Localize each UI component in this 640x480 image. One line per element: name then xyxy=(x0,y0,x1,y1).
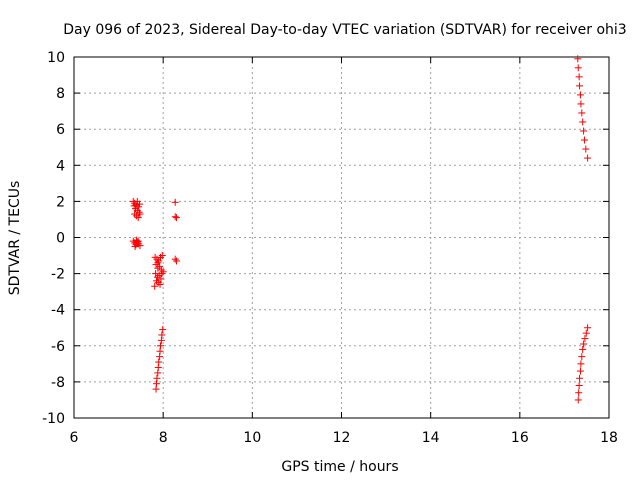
y-tick-label: -6 xyxy=(51,339,65,355)
data-point xyxy=(152,270,160,278)
data-point xyxy=(584,324,592,332)
data-point xyxy=(132,236,140,244)
y-tick-label: -8 xyxy=(51,375,65,391)
data-point xyxy=(156,262,164,270)
data-point xyxy=(580,340,588,348)
y-tick-label: 6 xyxy=(56,122,65,138)
data-point xyxy=(580,136,588,144)
data-point xyxy=(154,259,162,267)
data-point xyxy=(582,145,590,153)
data-point xyxy=(171,213,179,221)
data-point xyxy=(133,206,141,214)
data-point xyxy=(577,360,585,368)
data-point xyxy=(152,277,160,285)
data-point xyxy=(151,282,159,290)
data-point xyxy=(136,242,144,250)
x-tick-label: 16 xyxy=(511,430,529,446)
y-tick-label: 0 xyxy=(56,231,65,247)
data-point xyxy=(130,202,138,210)
grid-lines xyxy=(74,57,609,418)
data-point xyxy=(156,280,164,288)
data-point xyxy=(171,255,179,263)
data-point xyxy=(574,55,582,63)
data-point xyxy=(581,335,589,343)
data-point xyxy=(574,396,582,404)
data-point xyxy=(135,208,143,216)
data-point xyxy=(171,198,179,206)
x-tick-label: 18 xyxy=(600,430,618,446)
y-tick-label: -2 xyxy=(51,267,65,283)
data-point xyxy=(134,214,142,222)
x-tick-label: 12 xyxy=(333,430,351,446)
data-point xyxy=(153,255,161,263)
x-tick-label: 10 xyxy=(243,430,261,446)
data-point xyxy=(578,109,586,117)
data-point xyxy=(575,382,583,390)
data-point xyxy=(158,270,166,278)
x-tick-label: 14 xyxy=(422,430,440,446)
data-point xyxy=(158,252,166,260)
data-point xyxy=(580,127,588,135)
data-point xyxy=(136,200,144,208)
data-point xyxy=(173,257,181,265)
data-point xyxy=(157,336,165,344)
data-point xyxy=(136,210,144,218)
data-point xyxy=(584,154,592,162)
data-point xyxy=(576,367,584,375)
data-point xyxy=(582,329,590,337)
x-tick-label: 6 xyxy=(70,430,79,446)
data-point xyxy=(152,385,160,393)
data-point xyxy=(577,100,585,108)
data-point xyxy=(156,353,164,361)
data-point xyxy=(132,212,140,220)
data-point xyxy=(155,257,163,265)
y-tick-label: 4 xyxy=(56,158,65,174)
y-tick-label: 2 xyxy=(56,194,65,210)
tick-labels: 6 8 10 12 14 16 18 -10 -8 -6 -4 -2 0 2 4 6 8 10 xyxy=(42,50,618,446)
axes xyxy=(73,56,610,419)
data-point xyxy=(156,253,164,261)
data-point xyxy=(154,369,162,377)
chart-title: Day 096 of 2023, Sidereal Day-to-day VTE… xyxy=(63,22,626,38)
y-tick-label: 8 xyxy=(56,86,65,102)
data-point xyxy=(576,82,584,90)
data-point xyxy=(159,326,167,334)
data-point xyxy=(157,275,165,283)
data-point xyxy=(154,279,162,287)
data-point xyxy=(578,353,586,361)
data-point xyxy=(574,64,582,72)
data-point xyxy=(579,118,587,126)
data-point xyxy=(575,389,583,397)
y-axis-label: SDTVAR / TECUs xyxy=(7,181,23,296)
data-point xyxy=(159,268,167,276)
data-point xyxy=(173,214,181,222)
data-point xyxy=(134,237,142,245)
data-point xyxy=(575,73,583,81)
y-tick-label: 10 xyxy=(47,50,65,66)
data-point xyxy=(131,243,139,251)
data-point xyxy=(152,261,160,269)
data-point xyxy=(153,273,161,281)
data-point xyxy=(579,345,587,353)
data-point xyxy=(576,91,584,99)
data-point xyxy=(576,374,584,382)
x-tick-label: 8 xyxy=(159,430,168,446)
x-axis-label: GPS time / hours xyxy=(281,459,398,475)
data-points xyxy=(129,55,592,404)
data-point xyxy=(133,238,141,246)
y-tick-label: -10 xyxy=(42,411,65,427)
y-tick-label: -4 xyxy=(51,303,65,319)
